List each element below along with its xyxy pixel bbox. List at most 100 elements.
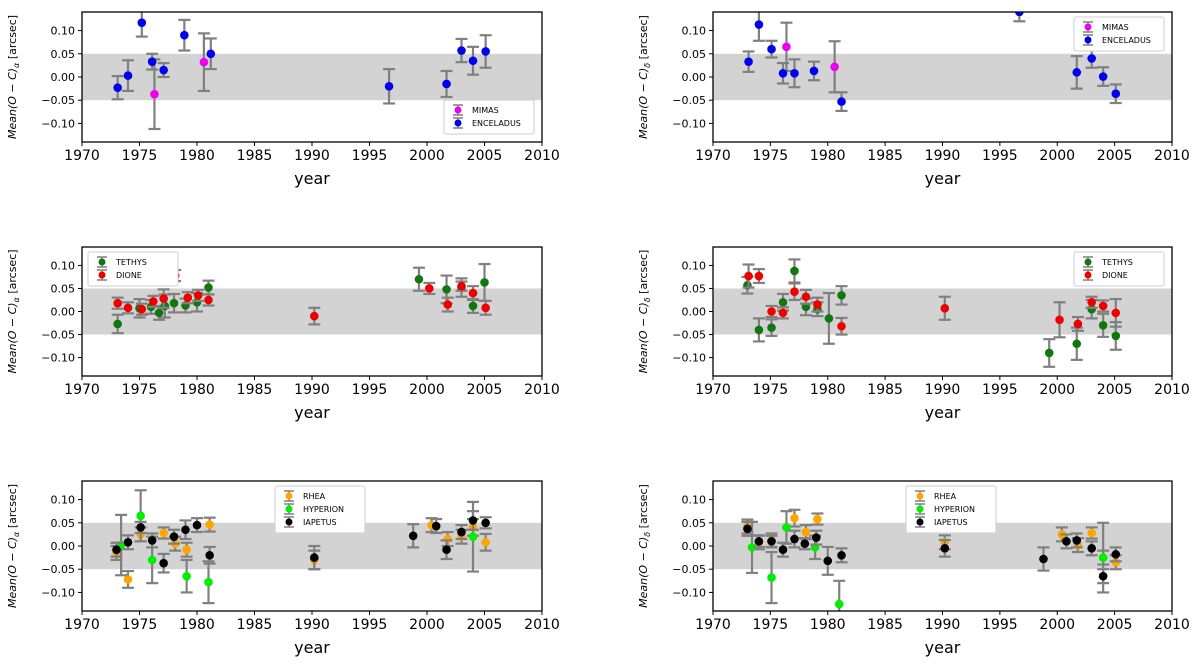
- y-tick-label: −0.05: [41, 329, 75, 342]
- tolerance-band: [713, 53, 1172, 101]
- y-tick-label: −0.10: [672, 352, 706, 365]
- legend-entry-mimas: MIMAS: [453, 104, 499, 116]
- panel-tethys-dec: 1970 1975 1980 1985 1990 1995 2000 2005 2010 year…: [637, 246, 1190, 422]
- data-point-dione: [468, 288, 478, 298]
- data-point-enceladus: [384, 81, 394, 91]
- legend-marker: [285, 518, 293, 526]
- data-point-tethys: [442, 285, 451, 294]
- y-tick-label: 0.00: [682, 71, 707, 84]
- data-point-tethys: [1111, 331, 1121, 341]
- legend-entry-iapetus: IAPETUS: [284, 516, 337, 528]
- x-tick-label: 1980: [179, 617, 215, 633]
- data-point-tethys: [414, 274, 424, 284]
- data-point-dione: [481, 303, 490, 313]
- x-axis-label: year: [294, 403, 330, 422]
- panel-enc-ra: 1970 1975 1980 1985 1990 1995 2000 2005 2010 year…: [6, 11, 560, 188]
- y-axis-label: Mean(O − C)α [arcsec]: [6, 484, 21, 608]
- y-axis: 0.10 0.05 0.00 −0.05 −0.10: [41, 259, 82, 365]
- legend-box: [87, 251, 179, 287]
- data-point-enceladus: [457, 46, 466, 55]
- data-point-iapetus: [800, 539, 810, 548]
- data-point-iapetus: [442, 545, 451, 555]
- data-point-hyperion: [1098, 553, 1108, 562]
- legend-entry-dione: DIONE: [97, 269, 142, 281]
- x-tick-label: 2010: [1154, 617, 1190, 633]
- y-axis-label-subscript: δ: [643, 297, 652, 302]
- x-tick-label: 1980: [179, 148, 215, 164]
- x-tick-label: 1980: [810, 382, 846, 398]
- data-point-hyperion: [747, 543, 757, 552]
- data-point-hyperion: [834, 599, 844, 609]
- legend-box: [1073, 251, 1165, 287]
- data-point-dione: [1111, 308, 1121, 318]
- panel-enc-dec: 1970 1975 1980 1985 1990 1995 2000 2005 2010 year…: [637, 11, 1190, 188]
- series-dione: [742, 263, 1122, 339]
- data-point-rhea: [481, 537, 490, 547]
- legend-label: ENCELADUS: [472, 119, 521, 128]
- legend-marker: [1084, 258, 1092, 266]
- x-tick-label: 1975: [753, 382, 789, 398]
- y-axis: 0.10 0.05 0.00 −0.05 −0.10: [672, 259, 713, 365]
- data-point-dione: [744, 271, 753, 281]
- y-tick-label: 0.05: [682, 48, 707, 61]
- series-enceladus: [111, 12, 492, 105]
- y-tick-label: −0.05: [41, 563, 75, 576]
- x-tick-label: 1995: [982, 617, 1018, 633]
- data-area: [110, 489, 492, 605]
- data-point-iapetus: [112, 545, 121, 555]
- data-point-iapetus: [310, 553, 319, 562]
- panel-rhea-ra: 1970 1975 1980 1985 1990 1995 2000 2005 2010 year…: [6, 480, 560, 657]
- data-point-dione: [425, 284, 434, 293]
- data-point-enceladus: [206, 49, 216, 59]
- x-tick-label: 2010: [1154, 148, 1190, 164]
- data-point-dione: [940, 303, 950, 313]
- data-point-iapetus: [468, 516, 478, 525]
- x-tick-label: 1995: [352, 148, 388, 164]
- x-tick-label: 2000: [409, 617, 445, 633]
- legend-label: MIMAS: [472, 106, 499, 115]
- data-point-iapetus: [159, 558, 168, 568]
- data-point-mimas: [199, 57, 209, 67]
- legend-label: DIONE: [1102, 271, 1128, 280]
- x-tick-label: 1970: [64, 382, 100, 398]
- legend-box: [274, 485, 366, 534]
- y-tick-label: 0.05: [682, 517, 707, 530]
- data-point-enceladus: [790, 68, 799, 78]
- legend-entry-hyperion: HYPERION: [915, 503, 975, 515]
- y-tick-label: −0.05: [672, 329, 706, 342]
- x-tick-label: 1970: [64, 148, 100, 164]
- y-tick-label: −0.10: [41, 352, 75, 365]
- series-iapetus: [741, 520, 1122, 585]
- data-point-dione: [113, 298, 122, 308]
- data-point-tethys: [468, 301, 478, 311]
- legend-marker: [916, 505, 924, 513]
- data-point-dione: [149, 297, 158, 306]
- legend-label: TETHYS: [115, 258, 147, 267]
- x-tick-label: 1985: [867, 148, 903, 164]
- y-tick-label: 0.00: [682, 306, 707, 319]
- data-point-dione: [813, 300, 822, 309]
- data-point-hyperion: [182, 571, 191, 581]
- y-tick-label: −0.10: [41, 586, 75, 599]
- y-tick-label: −0.05: [672, 563, 706, 576]
- y-axis-label: Mean(O − C)δ [arcsec]: [637, 15, 652, 139]
- legend-box: [905, 485, 997, 534]
- y-axis-label-main: Mean(O − C): [6, 537, 19, 608]
- legend: MIMAS ENCELADUS: [443, 99, 535, 135]
- legend-marker: [1084, 36, 1092, 44]
- legend-label: HYPERION: [303, 505, 344, 514]
- legend-entry-rhea: RHEA: [915, 490, 957, 502]
- data-point-tethys: [169, 298, 179, 308]
- data-point-iapetus: [123, 537, 133, 547]
- data-point-hyperion: [136, 511, 145, 521]
- data-point-iapetus: [940, 544, 950, 553]
- y-tick-label: −0.10: [41, 117, 75, 130]
- y-axis-label-main: Mean(O − C): [637, 68, 650, 139]
- x-tick-label: 1990: [925, 382, 961, 398]
- legend: MIMAS ENCELADUS: [1073, 16, 1165, 52]
- x-tick-label: 1975: [753, 617, 789, 633]
- data-point-dione: [767, 307, 776, 316]
- y-axis-label-subscript: δ: [643, 63, 652, 68]
- data-point-iapetus: [205, 550, 214, 560]
- data-point-enceladus: [147, 57, 157, 66]
